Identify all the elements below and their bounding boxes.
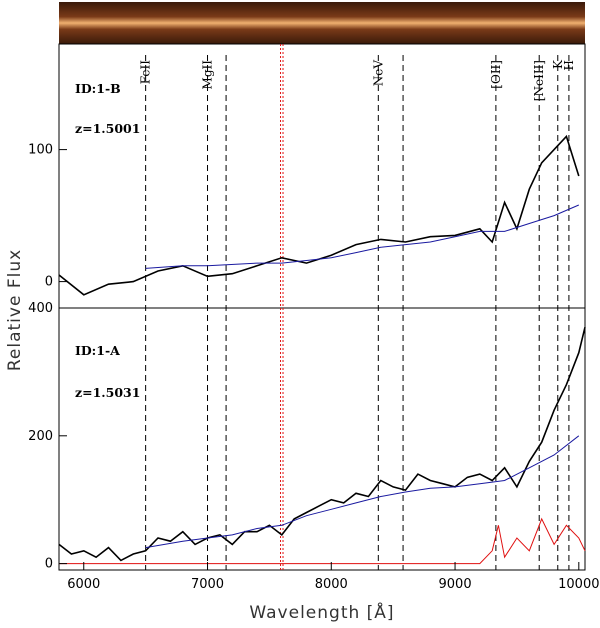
2d-spectrum-strip (59, 2, 585, 44)
series-line-0-1 (145, 204, 579, 269)
bottom-panel-series (58, 327, 586, 565)
spectral-line-markers: FeII MgII NeV [OII] [NeIII] KH (139, 55, 576, 570)
y-tick-label: 0 (45, 557, 53, 572)
y-tick-label: 0 (45, 275, 53, 290)
spectral-line-label: MgII (201, 60, 215, 90)
y-axis-label: Relative Flux (5, 249, 25, 371)
spectral-line-label: H (562, 60, 576, 70)
y-tick-label: 100 (28, 143, 53, 158)
spectral-line-label: K (551, 59, 565, 69)
top-panel-id: ID:1-B (75, 81, 121, 96)
bottom-panel-redshift: z=1.5031 (75, 385, 140, 400)
x-tick-label: 8000 (315, 577, 348, 592)
x-tick-label: 6000 (67, 577, 100, 592)
bottom-panel-frame (58, 307, 586, 571)
atmospheric-band (280, 44, 284, 570)
x-tick-label: 7000 (191, 577, 224, 592)
spectral-line-label: NeV (371, 60, 385, 87)
bottom-panel-id: ID:1-A (75, 343, 120, 358)
top-panel-series (58, 134, 580, 296)
top-panel-redshift: z=1.5001 (75, 121, 140, 136)
spectral-line-label: FeII (139, 60, 153, 85)
series-line-1-1 (145, 435, 580, 549)
spectral-line-label: [NeIII] (532, 60, 546, 101)
spectral-line-label: [OII] (489, 60, 503, 89)
y-tick-label: 200 (28, 429, 53, 444)
x-tick-label: 10000 (558, 577, 599, 592)
series-line-1-2 (59, 517, 586, 565)
axis-ticks: 0 100 0 200 400 6000 7000 8000 9000 10000 (28, 143, 599, 592)
series-line-1-0 (58, 327, 586, 562)
x-axis-label: Wavelength [Å] (249, 601, 394, 623)
series-line-0-0 (58, 134, 580, 296)
x-tick-label: 9000 (439, 577, 472, 592)
y-tick-label: 400 (28, 301, 53, 316)
